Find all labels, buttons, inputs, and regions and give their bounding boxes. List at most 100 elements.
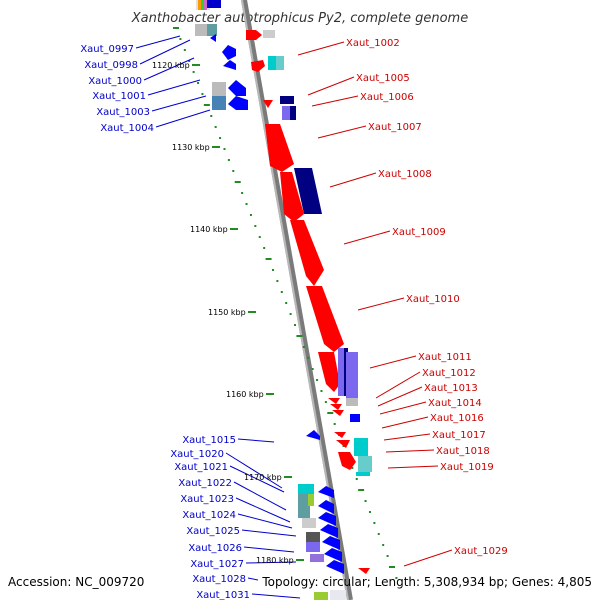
gene-arrow-forward: [318, 352, 340, 392]
gene-block: [280, 96, 294, 104]
gene-label-left: Xaut_1028: [192, 574, 246, 585]
map-title: Xanthobacter autotrophicus Py2, complete…: [131, 11, 468, 26]
gene-block: [356, 472, 370, 476]
gene-block: [198, 0, 201, 10]
kbp-tick-label: 1150 kbp: [208, 308, 246, 317]
gene-block: [298, 494, 310, 518]
leader-line-right: [375, 371, 421, 399]
gene-block: [314, 592, 328, 600]
leader-line-right: [329, 172, 377, 188]
gene-label-left: Xaut_0998: [84, 60, 138, 71]
gene-block: [302, 518, 316, 528]
gene-label-left: Xaut_1022: [178, 478, 232, 489]
features: [195, 0, 372, 600]
gene-arrow-reverse: [324, 548, 342, 562]
gene-label-left: Xaut_1015: [182, 435, 236, 446]
gene-arrow-reverse: [222, 45, 236, 60]
gene-label-left: Xaut_1020: [170, 449, 224, 460]
leader-line-left: [251, 593, 301, 599]
leader-line-left: [237, 513, 293, 529]
gene-arrow-forward: [306, 286, 344, 352]
gene-arrow-reverse: [223, 60, 236, 70]
gene-label-right: Xaut_1013: [424, 383, 478, 394]
gene-block: [358, 456, 372, 472]
gene-block: [212, 82, 226, 96]
gene-block: [298, 484, 314, 494]
gene-arrow-reverse: [320, 524, 338, 538]
gene-arrow-reverse: [318, 512, 336, 526]
gene-arrow-reverse: [318, 486, 334, 498]
leader-line-right: [377, 386, 423, 407]
leader-line-left: [151, 95, 207, 112]
kbp-tick-label: 1180 kbp: [256, 556, 294, 565]
gene-block: [195, 24, 207, 36]
gene-block: [268, 56, 276, 70]
leader-line-left: [241, 529, 297, 537]
gene-label-left: Xaut_1004: [100, 123, 154, 134]
gene-block: [308, 494, 314, 506]
leader-line-left: [243, 546, 295, 553]
gene-label-left: Xaut_1023: [180, 494, 234, 505]
leader-line-right: [307, 76, 355, 96]
right-label-group: Xaut_1002 Xaut_1005 Xaut_1006 Xaut_1007 Xaut…: [346, 38, 508, 557]
leader-line-left: [245, 561, 297, 564]
gene-arrow-forward: [334, 432, 346, 438]
gene-arrow-forward: [280, 172, 304, 222]
gene-block: [201, 0, 204, 10]
gene-arrow-forward: [336, 440, 350, 448]
gene-label-left: Xaut_1000: [88, 76, 142, 87]
gene-label-left: Xaut_1024: [182, 510, 236, 521]
gene-label-right: Xaut_1012: [422, 368, 476, 379]
kbp-tick-label: 1130 kbp: [172, 143, 210, 152]
gene-block: [306, 542, 320, 552]
gene-label-left: Xaut_1003: [96, 107, 150, 118]
gene-arrow-reverse: [210, 34, 216, 42]
gene-label-left: Xaut_1026: [188, 543, 242, 554]
leader-line-left: [235, 497, 291, 523]
leader-line-right: [317, 125, 367, 139]
leader-line-left: [139, 39, 191, 65]
gene-arrow-forward: [246, 30, 262, 40]
backbone: [241, 0, 353, 600]
gene-arrow-forward: [251, 60, 265, 72]
leader-line-left: [143, 57, 195, 81]
leader-line-left: [147, 79, 201, 96]
gene-arrow-forward: [332, 410, 344, 416]
gene-label-left: Xaut_1025: [186, 526, 240, 537]
gene-block: [354, 438, 368, 456]
gene-arrow-reverse: [326, 560, 344, 574]
leader-line-right: [311, 95, 359, 107]
gene-block: [310, 554, 324, 562]
gene-label-right: Xaut_1029: [454, 546, 508, 557]
leader-line-right: [343, 230, 391, 245]
leader-line-right: [381, 416, 429, 429]
genome-summary-text: Topology: circular; Length: 5,308,934 bp…: [261, 575, 592, 589]
leader-line-left: [229, 465, 285, 493]
gene-block: [207, 24, 217, 36]
gene-block: [330, 590, 346, 600]
gene-block: [212, 96, 226, 110]
gene-label-left: Xaut_1001: [92, 91, 146, 102]
leader-lines: [135, 35, 453, 599]
gene-arrow-reverse: [306, 430, 320, 440]
gene-arrow-forward: [328, 398, 340, 404]
kbp-tick-label: 1140 kbp: [190, 225, 228, 234]
leader-line-right: [387, 465, 439, 469]
gene-label-right: Xaut_1010: [406, 294, 460, 305]
leader-line-left: [155, 109, 211, 128]
gene-label-right: Xaut_1006: [360, 92, 414, 103]
gene-arrow-reverse: [228, 96, 248, 110]
gene-arrow-reverse: [322, 536, 340, 550]
leader-line-left: [237, 438, 275, 443]
kbp-tick-label: 1120 kbp: [152, 61, 190, 70]
leader-line-right: [297, 41, 345, 56]
gene-label-left: Xaut_0997: [80, 44, 134, 55]
gene-label-right: Xaut_1002: [346, 38, 400, 49]
gene-label-right: Xaut_1017: [432, 430, 486, 441]
gene-block: [276, 56, 284, 70]
gene-arrow-forward: [290, 220, 324, 286]
gene-arrow-reverse: [318, 500, 334, 514]
gene-arrow-forward: [265, 124, 294, 172]
gene-label-left: Xaut_1027: [190, 559, 244, 570]
